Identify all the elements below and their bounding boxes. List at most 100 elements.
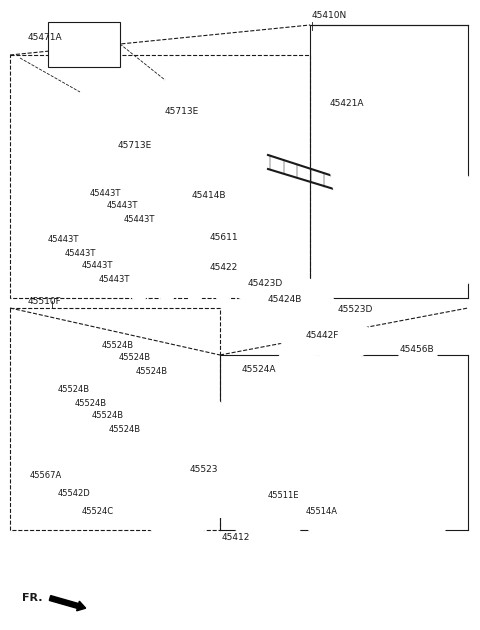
Ellipse shape — [79, 403, 91, 433]
Ellipse shape — [125, 231, 137, 263]
Ellipse shape — [194, 393, 218, 455]
Ellipse shape — [400, 355, 436, 445]
Ellipse shape — [153, 118, 167, 138]
Ellipse shape — [125, 415, 137, 445]
Ellipse shape — [180, 249, 192, 281]
Ellipse shape — [138, 209, 162, 273]
Text: 45443T: 45443T — [124, 214, 156, 224]
Ellipse shape — [402, 149, 446, 263]
Ellipse shape — [220, 231, 260, 275]
Ellipse shape — [190, 421, 202, 451]
Ellipse shape — [101, 202, 125, 268]
Ellipse shape — [315, 327, 365, 353]
Ellipse shape — [124, 249, 136, 281]
Text: 45524B: 45524B — [136, 367, 168, 375]
Ellipse shape — [71, 29, 80, 59]
Ellipse shape — [191, 403, 203, 433]
Ellipse shape — [202, 417, 226, 479]
Ellipse shape — [365, 543, 371, 553]
Ellipse shape — [221, 411, 245, 473]
Ellipse shape — [147, 214, 171, 280]
Ellipse shape — [163, 403, 175, 433]
Ellipse shape — [236, 433, 248, 463]
Text: 45542D: 45542D — [58, 490, 91, 498]
Ellipse shape — [438, 173, 480, 287]
Ellipse shape — [73, 387, 97, 449]
Ellipse shape — [133, 439, 145, 469]
Ellipse shape — [203, 399, 227, 461]
Text: 45713E: 45713E — [118, 142, 152, 151]
Ellipse shape — [146, 417, 170, 479]
Ellipse shape — [73, 202, 97, 268]
Ellipse shape — [191, 469, 245, 517]
Ellipse shape — [390, 140, 434, 256]
Ellipse shape — [379, 444, 403, 504]
Ellipse shape — [161, 439, 173, 469]
Ellipse shape — [346, 504, 390, 592]
Ellipse shape — [283, 297, 317, 329]
Ellipse shape — [110, 393, 134, 455]
Ellipse shape — [180, 433, 192, 463]
Text: 45421A: 45421A — [330, 100, 364, 108]
Text: 45514A: 45514A — [306, 508, 338, 517]
Ellipse shape — [213, 224, 267, 282]
Ellipse shape — [143, 427, 155, 457]
Ellipse shape — [181, 231, 193, 263]
Ellipse shape — [208, 249, 220, 281]
Ellipse shape — [330, 101, 374, 215]
FancyArrow shape — [49, 595, 86, 611]
Ellipse shape — [186, 114, 274, 210]
Ellipse shape — [247, 265, 309, 325]
Ellipse shape — [236, 508, 300, 564]
Ellipse shape — [236, 249, 248, 281]
Ellipse shape — [155, 239, 179, 304]
Ellipse shape — [116, 225, 128, 257]
Ellipse shape — [217, 439, 229, 469]
Ellipse shape — [157, 387, 181, 449]
Ellipse shape — [191, 219, 203, 251]
Ellipse shape — [209, 415, 221, 445]
Ellipse shape — [204, 481, 232, 505]
Ellipse shape — [109, 411, 133, 473]
Ellipse shape — [114, 476, 142, 500]
Text: 45443T: 45443T — [99, 275, 131, 284]
Text: 45524B: 45524B — [58, 386, 90, 394]
Text: 45424B: 45424B — [268, 294, 302, 304]
Ellipse shape — [79, 219, 91, 251]
Bar — [48, 22, 120, 67]
Text: 45443T: 45443T — [82, 261, 113, 270]
Ellipse shape — [143, 243, 155, 275]
Ellipse shape — [301, 365, 353, 495]
Ellipse shape — [390, 164, 410, 216]
Ellipse shape — [239, 423, 263, 485]
Ellipse shape — [135, 219, 147, 251]
Text: 45524B: 45524B — [119, 353, 151, 362]
Ellipse shape — [88, 225, 100, 257]
Ellipse shape — [199, 427, 211, 457]
Ellipse shape — [129, 202, 153, 268]
Ellipse shape — [127, 239, 151, 304]
Text: 45456B: 45456B — [400, 345, 434, 355]
Ellipse shape — [331, 411, 355, 471]
Ellipse shape — [185, 387, 209, 449]
Ellipse shape — [378, 156, 398, 208]
Ellipse shape — [162, 237, 174, 269]
Ellipse shape — [230, 417, 254, 479]
Ellipse shape — [97, 231, 109, 263]
Text: 45611: 45611 — [210, 234, 239, 243]
Ellipse shape — [264, 278, 336, 348]
Ellipse shape — [397, 431, 449, 561]
Text: 45442F: 45442F — [306, 331, 339, 340]
Ellipse shape — [303, 494, 353, 538]
Text: 45523D: 45523D — [338, 306, 373, 314]
Text: 45567A: 45567A — [30, 471, 62, 481]
Ellipse shape — [144, 225, 156, 257]
Ellipse shape — [73, 459, 103, 497]
Ellipse shape — [181, 415, 193, 445]
Ellipse shape — [190, 237, 202, 269]
Ellipse shape — [110, 209, 134, 273]
Ellipse shape — [315, 400, 339, 460]
Text: 45524B: 45524B — [109, 425, 141, 433]
Text: 45524B: 45524B — [75, 399, 107, 408]
Ellipse shape — [146, 232, 170, 297]
